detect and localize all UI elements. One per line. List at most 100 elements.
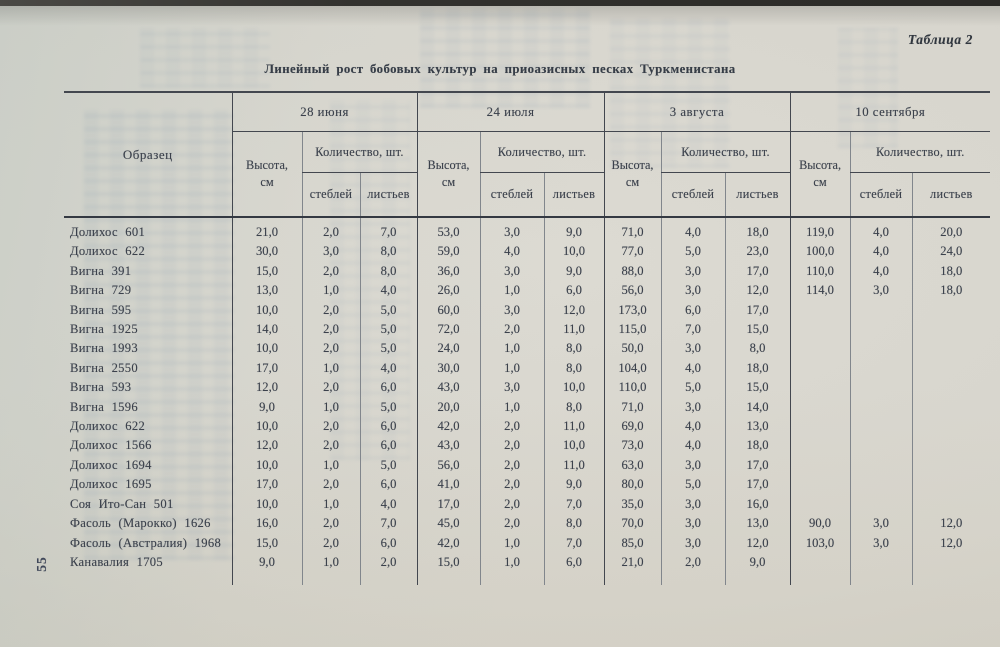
value-cell: 3,0	[660, 339, 726, 359]
value-cell: 173,0	[603, 300, 662, 321]
value-cell: 5,0	[359, 339, 418, 359]
value-cell: 35,0	[603, 494, 662, 515]
value-cell: 14,0	[724, 397, 791, 418]
value-cell: 42,0	[416, 417, 481, 437]
value-cell: 2,0	[301, 514, 360, 534]
value-cell	[789, 300, 851, 321]
table-row: Вигна 729 13,0 1,0 4,0 26,0 1,0 6,0 56,0 3,0 12,0…	[64, 281, 991, 301]
value-cell: 7,0	[660, 320, 726, 340]
value-cell: 11,0	[543, 320, 605, 340]
value-cell: 15,0	[724, 320, 791, 340]
sample-name: Долихос 1695	[70, 477, 152, 492]
empty-cell	[479, 572, 545, 586]
value-cell: 20,0	[911, 217, 991, 243]
height-label: Высота,	[246, 158, 288, 172]
value-cell: 7,0	[543, 533, 605, 553]
table-row: Долихос 1694 10,0 1,0 5,0 56,0 2,0 11,0 63,0 3,0…	[64, 455, 991, 476]
value-cell	[911, 455, 991, 476]
value-cell	[911, 320, 991, 340]
column-group-july: 24 июля	[416, 91, 605, 132]
value-cell: 5,0	[660, 242, 726, 262]
value-cell: 2,0	[479, 436, 545, 456]
value-cell: 17,0	[231, 358, 302, 379]
table-row: Долихос 601 21,0 2,0 7,0 53,0 3,0 9,0 71,0 4,0 18…	[64, 217, 991, 243]
value-cell: 11,0	[543, 417, 605, 437]
value-cell: 8,0	[543, 397, 605, 418]
value-cell: 2,0	[479, 417, 545, 437]
value-cell: 4,0	[479, 242, 545, 262]
value-cell: 4,0	[660, 417, 726, 437]
value-cell: 7,0	[359, 514, 418, 534]
value-cell	[789, 320, 851, 340]
value-cell	[789, 339, 851, 359]
empty-cell	[231, 572, 302, 586]
value-cell: 12,0	[231, 378, 302, 398]
value-cell: 1,0	[301, 281, 360, 301]
value-cell: 5,0	[359, 397, 418, 418]
table-row: Канавалия 1705 9,0 1,0 2,0 15,0 1,0 6,0 21,0 2,0…	[64, 552, 991, 573]
value-cell: 5,0	[660, 475, 726, 495]
table-row: Вигна 391 15,0 2,0 8,0 36,0 3,0 9,0 88,0 3,0 17,0…	[64, 261, 991, 282]
value-cell	[849, 320, 913, 340]
value-cell: 43,0	[416, 436, 481, 456]
value-cell: 15,0	[724, 378, 791, 398]
value-cell: 2,0	[301, 436, 360, 456]
value-cell: 9,0	[724, 552, 791, 573]
value-cell: 3,0	[660, 533, 726, 553]
table-row: Долихос 1566 12,0 2,0 6,0 43,0 2,0 10,0 73,0 4,0…	[64, 436, 991, 456]
value-cell: 6,0	[359, 475, 418, 495]
value-cell: 6,0	[359, 378, 418, 398]
value-cell: 60,0	[416, 300, 481, 321]
empty-cell	[724, 572, 791, 586]
value-cell: 12,0	[724, 281, 791, 301]
value-cell: 9,0	[543, 475, 605, 495]
sample-name: Вигна 729	[70, 283, 132, 298]
value-cell	[789, 552, 851, 573]
value-cell	[849, 475, 913, 495]
table-row: Вигна 1596 9,0 1,0 5,0 20,0 1,0 8,0 71,0 3,0 14,0	[64, 397, 991, 418]
column-header-height: Высота, см	[789, 131, 851, 218]
empty-cell	[603, 572, 662, 586]
value-cell: 50,0	[603, 339, 662, 359]
value-cell: 3,0	[301, 242, 360, 262]
value-cell: 24,0	[416, 339, 481, 359]
sample-name: Соя Ито-Сан 501	[70, 496, 174, 511]
height-label: Высота,	[799, 158, 842, 172]
value-cell: 110,0	[603, 378, 662, 398]
value-cell: 12,0	[724, 533, 791, 553]
value-cell: 77,0	[603, 242, 662, 262]
value-cell: 12,0	[911, 533, 991, 553]
value-cell: 3,0	[660, 494, 726, 515]
value-cell: 1,0	[301, 552, 360, 573]
value-cell: 4,0	[849, 217, 913, 243]
sample-name: Долихос 601	[70, 225, 146, 239]
value-cell	[849, 436, 913, 456]
value-cell: 12,0	[911, 514, 991, 534]
value-cell: 1,0	[479, 281, 545, 301]
value-cell: 16,0	[724, 494, 791, 515]
table-header: Образец 28 июня 24 июля 3 августа 10 сен…	[64, 91, 991, 218]
value-cell: 3,0	[479, 378, 545, 398]
value-cell: 10,0	[231, 339, 302, 359]
sample-name: Вигна 1993	[70, 341, 138, 356]
value-cell	[849, 358, 913, 379]
value-cell	[849, 494, 913, 515]
value-cell: 6,0	[660, 300, 726, 321]
value-cell: 5,0	[359, 300, 418, 321]
table-row: Долихос 622 30,0 3,0 8,0 59,0 4,0 10,0 77,0 5,0 2…	[64, 242, 991, 262]
value-cell: 6,0	[359, 436, 418, 456]
value-cell: 2,0	[301, 320, 360, 340]
table-row: Долихос 1695 17,0 2,0 6,0 41,0 2,0 9,0 80,0 5,0 1…	[64, 475, 991, 495]
value-cell: 2,0	[301, 378, 360, 398]
value-cell: 56,0	[603, 281, 662, 301]
sample-name: Долихос 1566	[70, 438, 152, 453]
column-header-leaves: листьев	[359, 172, 418, 218]
value-cell: 103,0	[789, 533, 851, 553]
value-cell: 4,0	[849, 261, 913, 282]
empty-cell	[543, 572, 605, 586]
value-cell	[849, 397, 913, 418]
column-header-height: Высота, см	[603, 131, 662, 218]
sample-name: Долихос 622	[70, 419, 146, 434]
value-cell	[789, 378, 851, 398]
